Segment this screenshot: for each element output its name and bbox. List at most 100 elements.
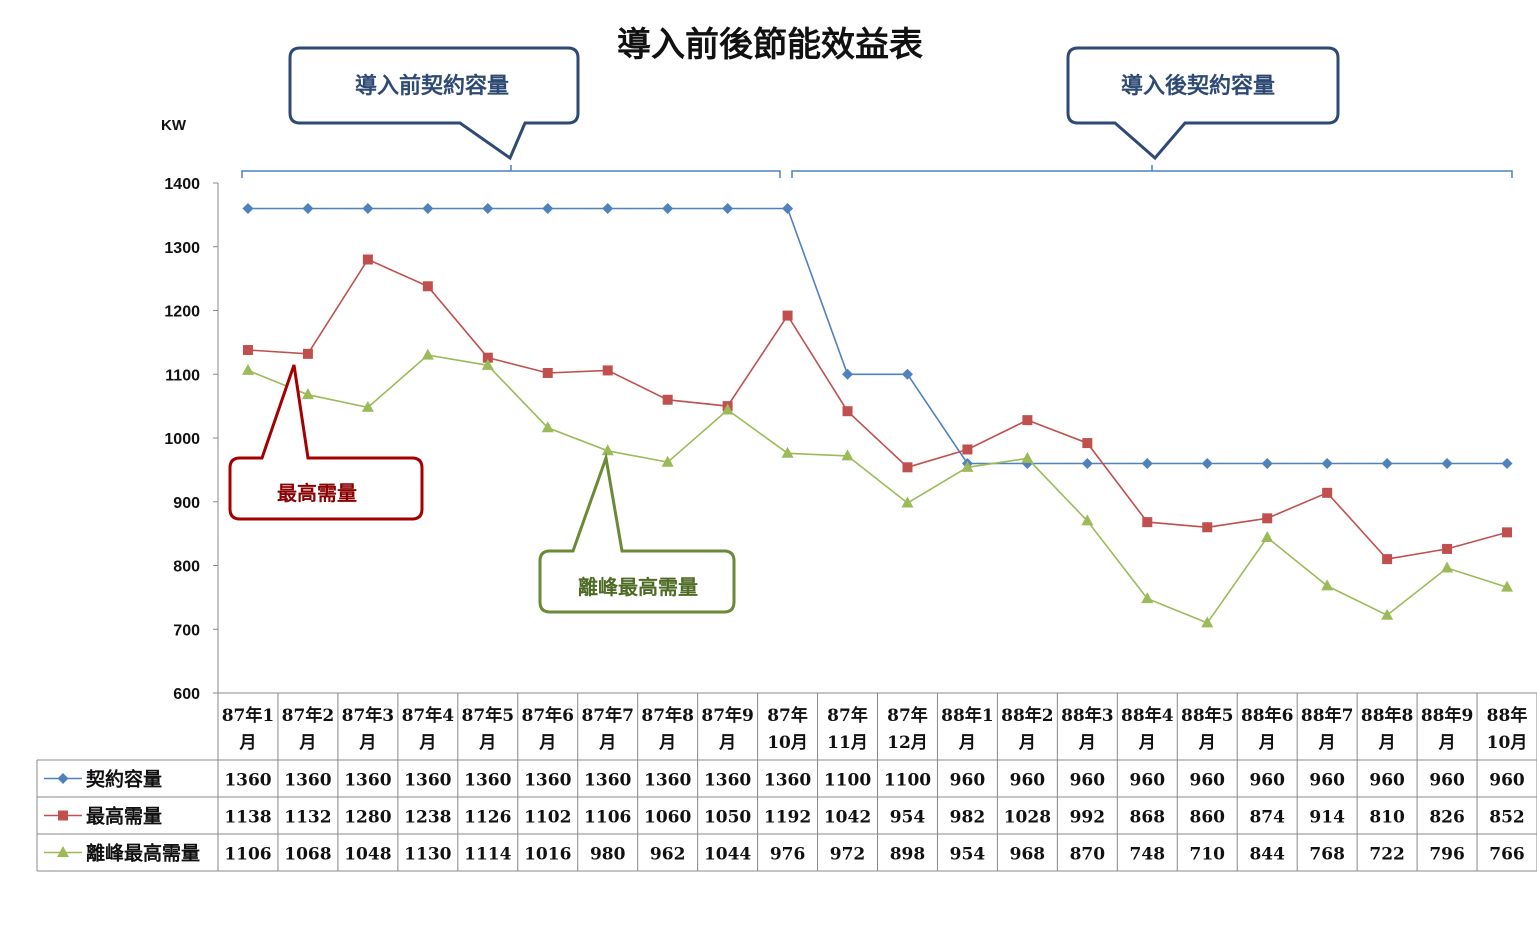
data-point [782, 310, 793, 321]
table-cell: 1060 [644, 808, 691, 828]
table-cell: 954 [890, 808, 926, 828]
table-cell: 1280 [344, 808, 391, 828]
table-cell: 810 [1369, 808, 1405, 828]
table-cell: 968 [1010, 845, 1046, 865]
x-category-label: 月 [1438, 733, 1456, 753]
callout-peak-label: 最高需量 [277, 481, 357, 505]
table-cell: 1114 [464, 845, 511, 865]
x-category-label: 月 [1378, 733, 1396, 753]
data-point [1262, 513, 1273, 524]
x-category-label: 月 [718, 733, 736, 753]
table-cell: 1028 [1004, 808, 1051, 828]
x-category-label: 87年 [887, 705, 928, 726]
x-category-label: 月 [238, 733, 256, 753]
data-point [781, 446, 794, 458]
y-tick-label: 1000 [164, 431, 200, 448]
legend-marker [57, 773, 69, 784]
callout-after-label: 導入後契約容量 [1121, 73, 1275, 99]
x-category-label: 月 [1078, 733, 1096, 753]
data-point [421, 348, 434, 360]
table-cell: 1132 [284, 808, 331, 828]
table-cell: 1100 [884, 771, 931, 791]
x-category-label: 月 [358, 733, 376, 753]
data-point [1382, 554, 1393, 565]
x-category-label: 月 [418, 733, 436, 753]
x-category-label: 月 [1318, 733, 1336, 753]
table-cell: 992 [1070, 808, 1106, 828]
x-category-label: 87年8 [641, 705, 694, 726]
data-point [1321, 579, 1334, 591]
data-point [541, 421, 554, 433]
data-point [602, 365, 613, 376]
table-cell: 898 [890, 845, 926, 865]
data-point [1081, 514, 1094, 526]
table-cell: 1360 [404, 771, 451, 791]
data-point [1141, 458, 1153, 469]
data-point [362, 203, 374, 214]
x-category-label: 87年 [827, 705, 868, 726]
x-category-label: 月 [1198, 733, 1216, 753]
y-tick-label: 1400 [164, 176, 200, 193]
y-unit-label: KW [161, 117, 187, 134]
data-point [661, 455, 674, 467]
series-line [248, 207, 1507, 465]
table-cell: 796 [1429, 845, 1465, 865]
table-cell: 868 [1130, 808, 1166, 828]
table-cell: 960 [1309, 771, 1345, 791]
data-point [962, 444, 973, 455]
data-point [422, 281, 433, 292]
data-point [842, 368, 854, 380]
data-point [601, 444, 614, 456]
data-point [1381, 458, 1393, 469]
x-category-label: 88年7 [1301, 705, 1354, 726]
x-category-label: 月 [1258, 733, 1276, 753]
x-category-label: 10月 [1487, 733, 1528, 753]
data-point [301, 388, 314, 400]
x-category-label: 87年9 [701, 705, 754, 726]
table-cell: 844 [1249, 845, 1285, 865]
x-category-label: 月 [538, 733, 556, 753]
table-cell: 1192 [764, 808, 811, 828]
legend-label: 離峰最高需量 [86, 842, 200, 865]
data-point [242, 345, 253, 356]
series-layer [241, 203, 1514, 628]
y-tick-label: 1300 [164, 240, 200, 257]
data-point [422, 203, 434, 214]
x-category-label: 88年 [1487, 705, 1528, 726]
table-cell: 976 [770, 845, 806, 865]
table-cell: 1050 [704, 808, 751, 828]
data-point [242, 203, 254, 214]
data-point [1442, 543, 1453, 554]
x-category-label: 月 [658, 733, 676, 753]
table-cell: 1130 [404, 845, 451, 865]
table-cell: 852 [1489, 808, 1525, 828]
data-point [1381, 608, 1394, 620]
x-category-label: 12月 [887, 733, 928, 753]
data-point [482, 203, 494, 214]
table-cell: 1068 [284, 845, 331, 865]
table-cell: 960 [950, 771, 986, 791]
callout-after: 導入後契約容量 [1066, 46, 1340, 161]
table-cell: 1360 [764, 771, 811, 791]
callout-before: 導入前契約容量 [288, 46, 580, 161]
table-cell: 1126 [464, 808, 511, 828]
data-point [1261, 530, 1274, 542]
x-category-label: 88年1 [941, 705, 994, 726]
data-point [1441, 561, 1454, 573]
x-category-label: 87年 [767, 705, 808, 726]
x-category-label: 87年1 [222, 705, 275, 726]
data-point [1201, 616, 1214, 628]
table-cell: 1100 [824, 771, 871, 791]
data-point [1081, 458, 1093, 469]
table-cell: 1238 [404, 808, 451, 828]
x-category-label: 月 [598, 733, 616, 753]
table-cell: 860 [1190, 808, 1226, 828]
table-cell: 972 [830, 845, 866, 865]
table-cell: 1044 [704, 845, 751, 865]
table-cell: 962 [650, 845, 686, 865]
data-point [1201, 458, 1213, 469]
table-cell: 1016 [524, 845, 571, 865]
data-point [482, 352, 493, 363]
y-tick-label: 700 [173, 622, 200, 639]
